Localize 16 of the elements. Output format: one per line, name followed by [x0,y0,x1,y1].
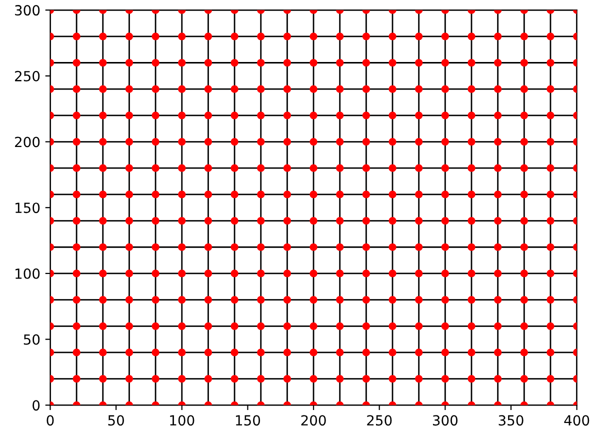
y-tick-label: 250 [15,70,40,82]
x-tick-label: 0 [46,415,54,426]
x-tick-label: 150 [236,415,260,426]
y-tick-label: 300 [15,5,40,16]
x-tick-label: 200 [301,415,326,426]
y-tick-label: 0 [32,400,40,411]
x-tick-label: 300 [432,415,458,426]
x-tick-label: 250 [367,415,392,426]
x-tick-label: 400 [564,415,590,426]
y-tick-label: 150 [16,202,40,214]
x-tick-label: 350 [498,415,524,426]
y-tick-label: 100 [16,268,40,279]
y-tick-label: 200 [15,136,40,148]
x-tick-label: 50 [108,415,124,426]
x-tick-label: 100 [170,415,194,426]
y-tick-label: 50 [24,334,40,345]
